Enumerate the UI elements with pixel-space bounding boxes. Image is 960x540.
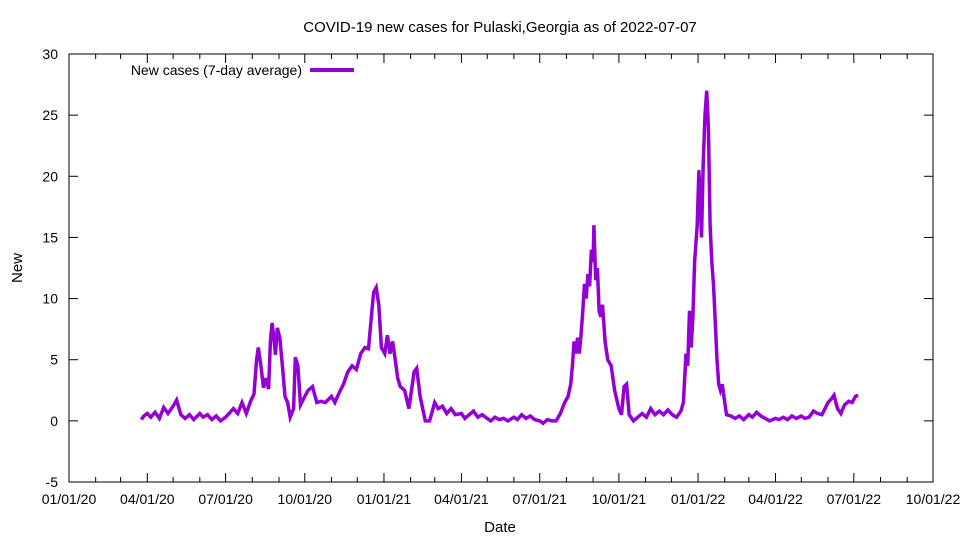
x-tick-label: 04/01/20 xyxy=(120,491,175,507)
y-tick-label: 30 xyxy=(42,46,58,62)
x-tick-label: 01/01/22 xyxy=(671,491,726,507)
plot-frame xyxy=(68,53,934,483)
legend-entry-label: New cases (7-day average) xyxy=(131,62,302,78)
y-tick-label: 25 xyxy=(42,107,58,123)
x-tick-label: 10/01/22 xyxy=(906,491,960,507)
y-tick-label: 5 xyxy=(50,352,58,368)
x-tick-label: 04/01/21 xyxy=(434,491,489,507)
y-tick-label: 15 xyxy=(42,229,58,245)
chart-title: COVID-19 new cases for Pulaski,Georgia a… xyxy=(303,19,697,36)
y-tick-label: -5 xyxy=(46,474,59,490)
x-tick-label: 07/01/22 xyxy=(827,491,882,507)
x-axis: 01/01/20 04/01/20 07/01/20 10/01/20 01/01/21… xyxy=(42,54,960,507)
series-layer xyxy=(139,90,859,426)
x-axis-label: Date xyxy=(484,519,516,536)
x-tick-label: 01/01/21 xyxy=(357,491,412,507)
y-axis-label: New xyxy=(9,253,26,283)
x-tick-label: 04/01/22 xyxy=(748,491,803,507)
series-line xyxy=(139,90,859,426)
y-tick-label: 10 xyxy=(42,291,58,307)
x-tick-label: 01/01/20 xyxy=(42,491,97,507)
x-tick-label: 10/01/20 xyxy=(278,491,333,507)
y-axis: -5 0 5 10 15 20 25 30 xyxy=(42,46,933,490)
y-tick-label: 20 xyxy=(42,168,58,184)
legend: New cases (7-day average) xyxy=(131,62,354,78)
x-tick-label: 07/01/20 xyxy=(198,491,253,507)
x-tick-label: 10/01/21 xyxy=(592,491,647,507)
y-tick-label: 0 xyxy=(50,413,58,429)
x-tick-label: 07/01/21 xyxy=(512,491,567,507)
